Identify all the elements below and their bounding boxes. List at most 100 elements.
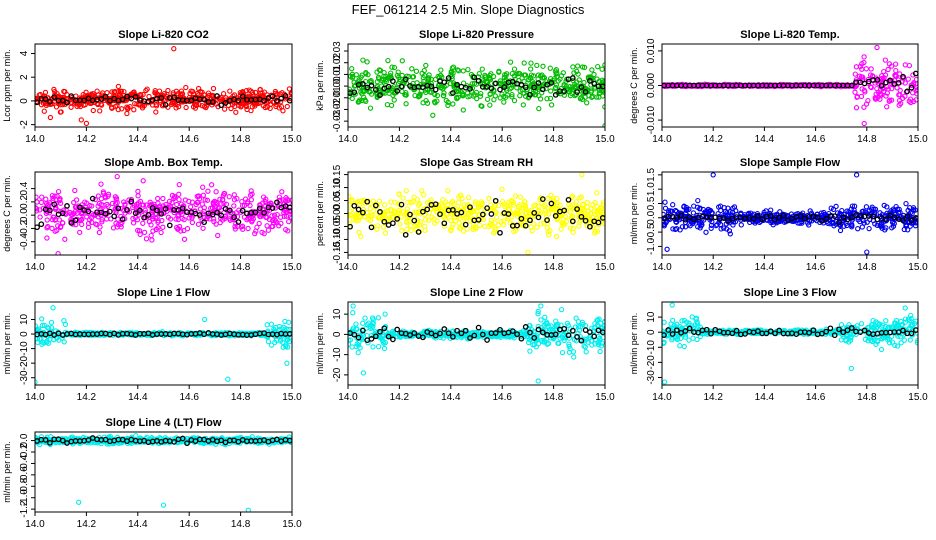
average-point — [535, 326, 542, 333]
raw-point — [553, 233, 560, 240]
average-point — [467, 86, 473, 92]
raw-point — [881, 202, 887, 209]
average-point — [561, 207, 568, 214]
x-tick-label: 14.8 — [857, 262, 877, 273]
raw-point — [391, 97, 397, 103]
raw-point — [837, 227, 844, 234]
raw-point — [135, 200, 142, 206]
raw-point — [245, 225, 251, 232]
raw-point — [855, 226, 861, 232]
raw-point — [861, 104, 867, 110]
raw-point — [478, 90, 484, 97]
raw-point — [44, 225, 50, 231]
x-tick-label: 14.2 — [703, 134, 723, 145]
raw-point — [486, 195, 492, 201]
raw-point — [600, 201, 605, 207]
raw-point — [523, 216, 530, 223]
raw-point — [445, 188, 451, 194]
average-point — [390, 336, 396, 343]
raw-point — [49, 192, 56, 199]
average-point — [823, 216, 830, 222]
average-point — [68, 219, 75, 226]
average-point — [497, 229, 503, 236]
raw-point — [97, 224, 103, 230]
average-point — [149, 204, 156, 211]
raw-point — [890, 208, 897, 214]
raw-point — [714, 222, 720, 228]
raw-point — [130, 220, 137, 226]
average-point — [531, 210, 538, 216]
raw-point — [599, 66, 605, 72]
raw-point — [599, 340, 605, 346]
average-point — [595, 219, 602, 226]
raw-point — [837, 222, 843, 228]
average-point — [904, 88, 911, 95]
average-point — [497, 326, 503, 333]
average-point — [171, 94, 177, 101]
y-tick-label: -0.10 — [332, 228, 343, 251]
average-point — [47, 98, 53, 105]
average-point — [239, 207, 246, 214]
raw-point — [158, 229, 164, 236]
raw-point — [594, 190, 600, 196]
average-point — [591, 80, 598, 87]
average-point — [214, 93, 220, 99]
average-point — [432, 86, 439, 93]
raw-point — [882, 57, 889, 63]
raw-point — [486, 330, 492, 336]
raw-point — [256, 220, 262, 227]
raw-point — [264, 322, 270, 328]
average-point — [450, 207, 456, 213]
raw-point — [49, 216, 55, 223]
x-tick-label: 14.2 — [77, 262, 97, 273]
raw-point — [548, 88, 554, 94]
average-point — [351, 202, 358, 209]
average-point — [239, 93, 246, 100]
average-point — [282, 92, 289, 99]
raw-point — [465, 66, 471, 73]
raw-point — [471, 208, 477, 214]
raw-point — [277, 336, 284, 342]
average-point — [539, 329, 546, 336]
raw-point — [264, 223, 270, 229]
y-tick-label: 2 — [19, 74, 30, 80]
raw-point — [884, 204, 890, 210]
raw-point — [125, 106, 131, 112]
raw-point — [690, 210, 697, 216]
raw-point — [118, 88, 125, 94]
raw-point — [241, 214, 248, 220]
raw-point — [486, 75, 492, 81]
raw-point — [441, 223, 447, 229]
average-point — [587, 78, 593, 84]
y-tick-label: 0.010 — [646, 38, 657, 63]
raw-point — [176, 191, 182, 197]
raw-point — [238, 103, 244, 109]
raw-point — [522, 205, 528, 211]
raw-point — [493, 214, 500, 221]
raw-point — [600, 334, 605, 341]
raw-point — [567, 346, 573, 352]
average-point — [394, 88, 401, 94]
raw-point — [588, 75, 594, 81]
raw-point — [213, 189, 219, 195]
outlier-point — [350, 303, 356, 309]
average-point — [394, 216, 401, 222]
raw-point — [54, 193, 60, 199]
raw-point — [556, 340, 562, 347]
raw-point — [394, 333, 400, 339]
x-tick-label: 14.0 — [25, 262, 45, 273]
y-tick-label: 0.00 — [332, 76, 343, 96]
raw-point — [859, 66, 865, 72]
raw-point — [261, 230, 267, 237]
average-point — [115, 205, 122, 212]
raw-point — [898, 100, 904, 107]
raw-point — [594, 76, 600, 82]
raw-point — [165, 205, 172, 211]
x-tick-label: 15.0 — [282, 134, 302, 145]
raw-point — [535, 311, 541, 317]
raw-point — [272, 217, 278, 223]
point-layer — [348, 172, 605, 255]
y-tick-label: 0 — [19, 331, 30, 337]
raw-point — [348, 202, 352, 208]
